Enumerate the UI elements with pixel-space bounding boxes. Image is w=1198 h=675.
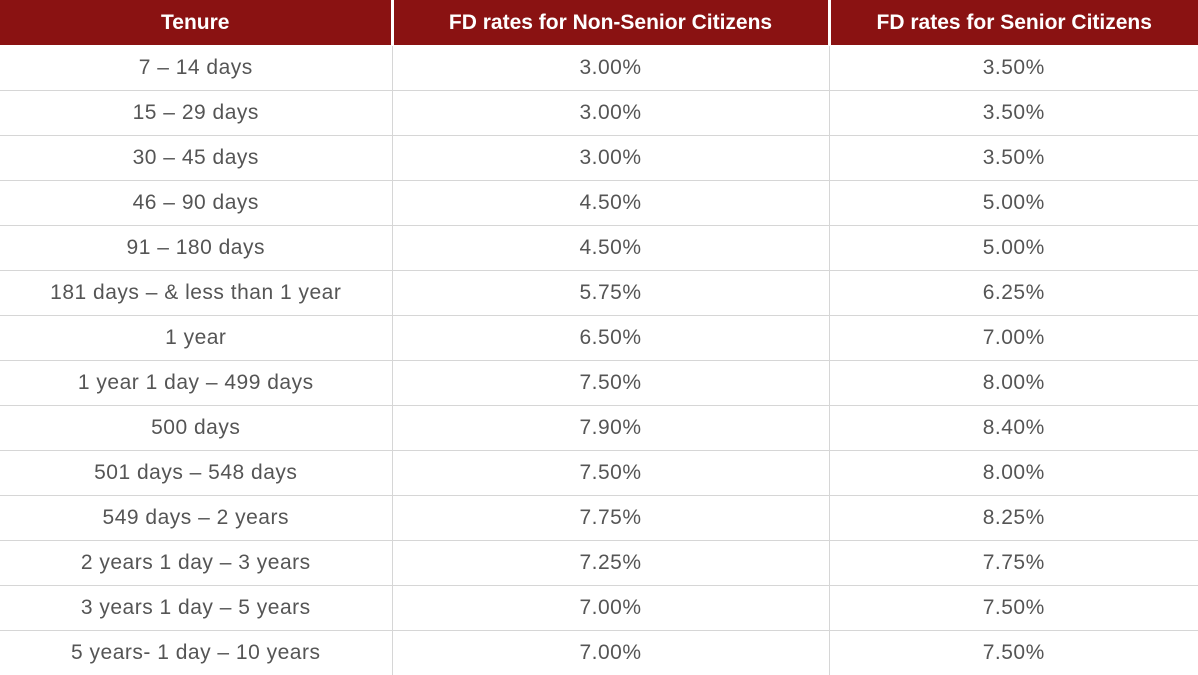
table-row: 7 – 14 days 3.00% 3.50% <box>0 45 1198 91</box>
tenure-cell: 7 – 14 days <box>0 45 393 91</box>
rate-cell: 3.50% <box>828 90 1198 136</box>
rate-cell: 7.50% <box>391 450 830 496</box>
rate-cell: 7.75% <box>828 540 1198 586</box>
rate-cell: 3.00% <box>391 45 830 91</box>
table-row: 46 – 90 days 4.50% 5.00% <box>0 180 1198 226</box>
tenure-cell: 549 days – 2 years <box>0 495 393 541</box>
rate-cell: 7.75% <box>391 495 830 541</box>
table-row: 500 days 7.90% 8.40% <box>0 405 1198 451</box>
tenure-cell: 1 year 1 day – 499 days <box>0 360 393 406</box>
rate-cell: 3.00% <box>391 90 830 136</box>
header-row: Tenure FD rates for Non-Senior Citizens FD… <box>0 0 1198 46</box>
rate-cell: 5.75% <box>391 270 830 316</box>
tenure-cell: 181 days – & less than 1 year <box>0 270 393 316</box>
column-header: FD rates for Non-Senior Citizens <box>392 0 831 46</box>
rate-cell: 7.00% <box>828 315 1198 361</box>
rate-cell: 6.50% <box>391 315 830 361</box>
tenure-cell: 15 – 29 days <box>0 90 393 136</box>
table-header: Tenure FD rates for Non-Senior Citizens FD… <box>0 0 1198 46</box>
table-row: 1 year 1 day – 499 days 7.50% 8.00% <box>0 360 1198 406</box>
rate-cell: 7.25% <box>391 540 830 586</box>
tenure-cell: 1 year <box>0 315 393 361</box>
table-row: 1 year 6.50% 7.00% <box>0 315 1198 361</box>
table-body: 7 – 14 days 3.00% 3.50% 15 – 29 days 3.00% 3.… <box>0 45 1198 675</box>
tenure-cell: 91 – 180 days <box>0 225 393 271</box>
table-row: 5 years- 1 day – 10 years 7.00% 7.50% <box>0 630 1198 675</box>
tenure-cell: 46 – 90 days <box>0 180 393 226</box>
rate-cell: 8.25% <box>828 495 1198 541</box>
tenure-cell: 2 years 1 day – 3 years <box>0 540 393 586</box>
table-row: 91 – 180 days 4.50% 5.00% <box>0 225 1198 271</box>
rate-cell: 3.50% <box>828 45 1198 91</box>
table-row: 501 days – 548 days 7.50% 8.00% <box>0 450 1198 496</box>
tenure-cell: 3 years 1 day – 5 years <box>0 585 393 631</box>
rate-cell: 3.00% <box>391 135 830 181</box>
tenure-cell: 30 – 45 days <box>0 135 393 181</box>
table-row: 15 – 29 days 3.00% 3.50% <box>0 90 1198 136</box>
table-row: 549 days – 2 years 7.75% 8.25% <box>0 495 1198 541</box>
rate-cell: 5.00% <box>828 225 1198 271</box>
rate-cell: 3.50% <box>828 135 1198 181</box>
rate-cell: 4.50% <box>391 225 830 271</box>
rate-cell: 8.40% <box>828 405 1198 451</box>
rate-cell: 8.00% <box>828 450 1198 496</box>
rate-cell: 7.00% <box>391 585 830 631</box>
rate-cell: 7.50% <box>828 630 1198 675</box>
rate-cell: 8.00% <box>828 360 1198 406</box>
table-row: 30 – 45 days 3.00% 3.50% <box>0 135 1198 181</box>
rate-cell: 7.50% <box>391 360 830 406</box>
rate-cell: 7.00% <box>391 630 830 675</box>
table-row: 2 years 1 day – 3 years 7.25% 7.75% <box>0 540 1198 586</box>
tenure-cell: 5 years- 1 day – 10 years <box>0 630 393 675</box>
column-header: FD rates for Senior Citizens <box>829 0 1198 46</box>
rate-cell: 5.00% <box>828 180 1198 226</box>
rate-cell: 4.50% <box>391 180 830 226</box>
column-header: Tenure <box>0 0 394 46</box>
table-row: 3 years 1 day – 5 years 7.00% 7.50% <box>0 585 1198 631</box>
tenure-cell: 501 days – 548 days <box>0 450 393 496</box>
table-row: 181 days – & less than 1 year 5.75% 6.25% <box>0 270 1198 316</box>
rate-cell: 7.90% <box>391 405 830 451</box>
rate-cell: 7.50% <box>828 585 1198 631</box>
rate-cell: 6.25% <box>828 270 1198 316</box>
tenure-cell: 500 days <box>0 405 393 451</box>
